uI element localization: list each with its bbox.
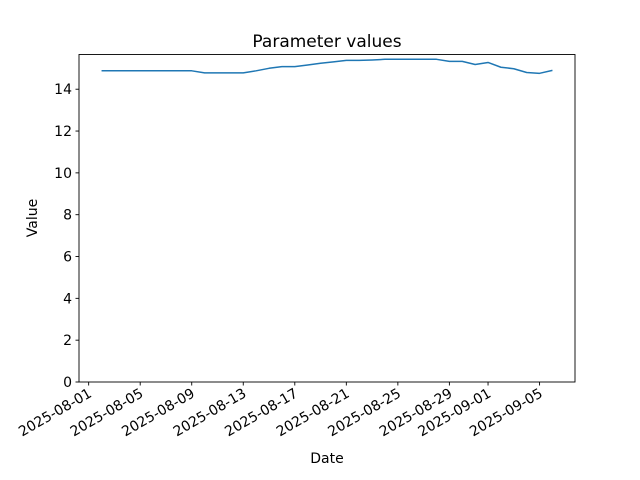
y-tick-label: 0	[63, 375, 72, 391]
y-tick-label: 14	[54, 82, 72, 98]
axis-ticks: 024681012142025-08-012025-08-052025-08-0…	[16, 82, 545, 440]
plot-border	[78, 54, 576, 383]
parameter-values-line	[101, 58, 553, 75]
x-axis-label: Date	[310, 451, 343, 467]
chart-title: Parameter values	[252, 32, 401, 52]
y-tick-label: 10	[54, 166, 72, 182]
y-tick-label: 12	[54, 124, 72, 140]
data-series-layer	[101, 58, 553, 75]
y-tick-label: 4	[63, 291, 72, 307]
y-tick-label: 2	[63, 333, 72, 349]
y-tick-label: 6	[63, 250, 72, 266]
axes-spines	[78, 54, 576, 383]
y-axis-label: Value	[25, 199, 41, 237]
y-tick-label: 8	[63, 208, 72, 224]
